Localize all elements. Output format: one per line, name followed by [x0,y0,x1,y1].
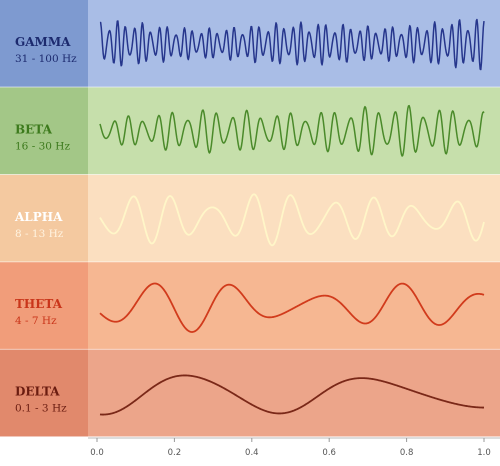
band-wave-panel [88,262,500,350]
band-label-panel [0,174,88,263]
band-name: ALPHA [14,210,63,224]
band-name: THETA [15,297,63,311]
x-tick-label: 0.0 [90,448,104,458]
band-wave-panel [88,174,500,263]
band-wave-panel [88,349,500,437]
band-range: 31 - 100 Hz [15,53,77,65]
band-wave-panel [88,0,500,88]
x-tick-label: 0.6 [322,448,336,458]
band-range: 8 - 13 Hz [15,228,64,240]
band-label-panel [0,349,88,437]
waveform [99,104,485,157]
waveform [99,193,485,247]
band-label-panel [0,0,88,88]
band-name: DELTA [15,385,60,399]
x-tick-label: 0.2 [168,448,182,458]
band-label-panel [0,87,88,175]
band-range: 16 - 30 Hz [15,140,70,152]
band-range: 4 - 7 Hz [15,315,57,327]
waveform [99,18,485,71]
axis-strip [0,437,500,466]
x-tick-label: 0.8 [400,448,414,458]
waveform [99,374,485,416]
waveform [99,282,485,333]
band-label-panel [0,262,88,350]
x-tick-label: 1.0 [477,448,491,458]
x-tick-label: 0.4 [245,448,259,458]
band-name: BETA [15,122,53,136]
band-name: GAMMA [15,35,71,49]
band-range: 0.1 - 3 Hz [15,403,67,415]
